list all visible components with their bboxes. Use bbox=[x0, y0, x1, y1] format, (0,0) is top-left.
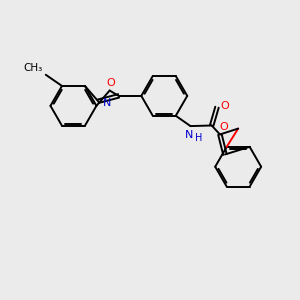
Text: O: O bbox=[219, 122, 228, 132]
Text: H: H bbox=[195, 133, 202, 142]
Text: O: O bbox=[220, 101, 229, 111]
Text: N: N bbox=[185, 130, 193, 140]
Text: N: N bbox=[103, 98, 111, 108]
Text: CH₃: CH₃ bbox=[24, 63, 43, 73]
Text: O: O bbox=[107, 78, 116, 88]
